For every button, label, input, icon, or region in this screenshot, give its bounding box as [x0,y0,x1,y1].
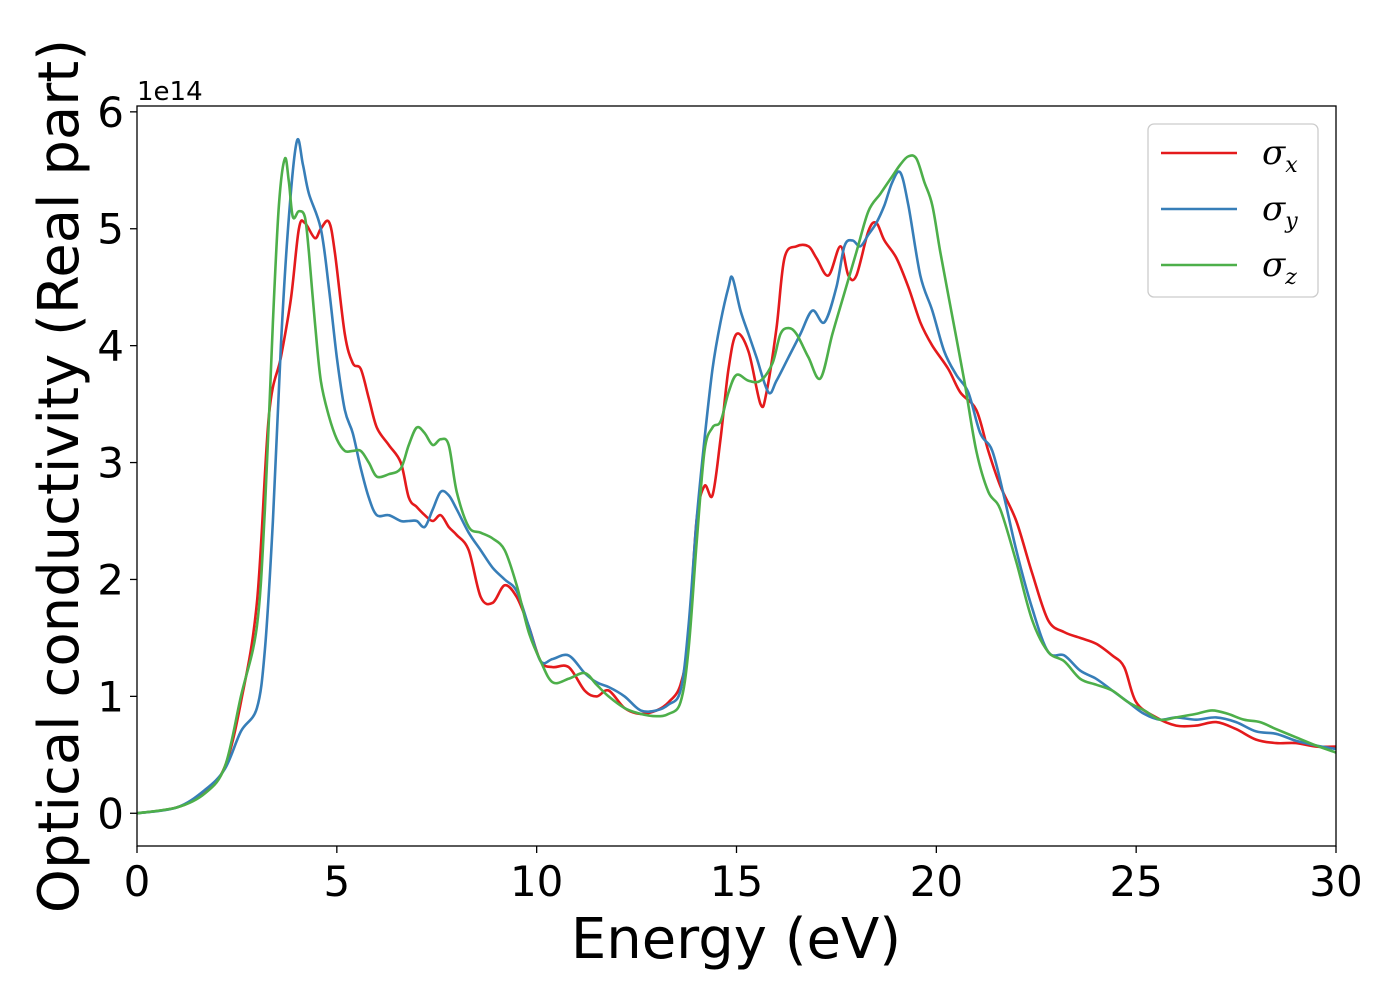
series-layer [137,137,1336,815]
y-axis-label: Optical conductivity (Real part) [27,39,92,913]
x-tick-label: 20 [910,857,963,906]
legend-label-z: σz [1262,245,1297,290]
legend-box [1147,123,1319,298]
y-tick-label: 0 [97,789,124,838]
legend-label-symbol: σ [1262,189,1286,229]
x-tick-label: 15 [710,857,763,906]
y-tick-label: 6 [97,88,124,137]
x-tick-label: 30 [1309,857,1362,906]
x-axis: 0 5 10 15 20 25 30 [124,846,1363,906]
y-tick-label: 2 [97,555,124,604]
legend-label-subscript: y [1284,209,1298,234]
y-tick-label: 5 [97,205,124,254]
y-axis: 0 1 2 3 4 5 6 [97,88,137,838]
legend-label-subscript: z [1284,265,1297,290]
series-line-z [137,154,1336,815]
y-tick-label: 3 [97,439,124,488]
legend-label-x: σx [1262,133,1298,178]
legend-label-symbol: σ [1262,133,1286,173]
x-tick-label: 10 [510,857,563,906]
x-tick-label: 0 [124,857,151,906]
legend-label-y: σy [1262,189,1298,234]
legend-label-symbol: σ [1262,245,1286,285]
y-axis-offset-text: 1e14 [137,77,203,107]
x-tick-label: 5 [323,857,350,906]
legend-label-subscript: x [1285,153,1298,178]
x-axis-label: Energy (eV) [571,907,901,972]
y-tick-label: 4 [97,322,124,371]
y-tick-label: 1 [97,672,124,721]
x-tick-label: 25 [1109,857,1162,906]
